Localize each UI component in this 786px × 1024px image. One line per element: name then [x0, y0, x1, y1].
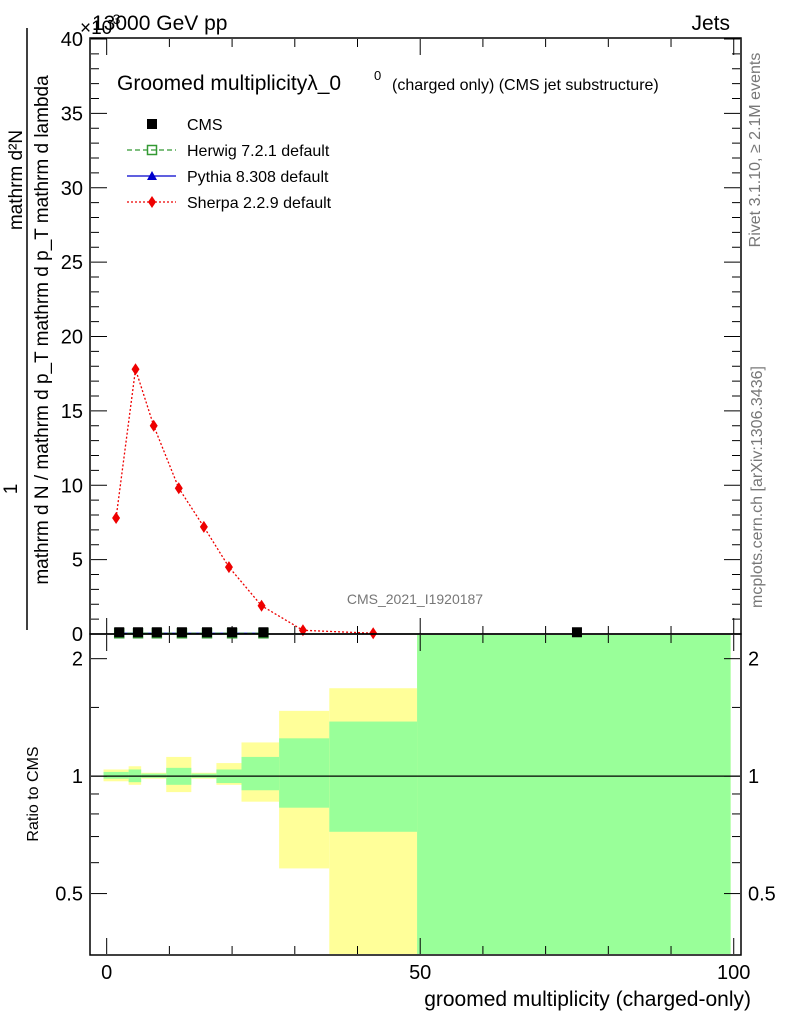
point-sherpa-2-2-9-default-3 [174, 482, 183, 495]
main-ytick-label-3: 15 [61, 401, 83, 423]
ylabel-numerator: mathrm d²N [6, 130, 27, 230]
main-ylabel: 1 mathrm d²N mathrm d N / mathrm d p_T m… [1, 28, 53, 630]
ratio-band-green-0 [103, 771, 129, 779]
point-sherpa-2-2-9-default-5 [224, 561, 233, 574]
main-ytick-label-0: 0 [72, 624, 83, 646]
ratio-ylabel: Ratio to CMS [25, 746, 42, 841]
main-axis-ticks: 0 5 10 15 20 25 30 35 40 [61, 29, 740, 646]
x-tick-label-0: 0 [101, 962, 112, 984]
point-cms-7 [571, 627, 582, 638]
main-ytick-label-5: 25 [61, 252, 83, 274]
category-label: Jets [691, 12, 730, 35]
legend-marker-herwig-7-2-1-default [146, 144, 158, 156]
x-tick-label-1: 50 [409, 962, 431, 984]
point-sherpa-2-2-9-default-0 [112, 511, 121, 524]
ratio-band-green-6 [241, 756, 280, 791]
ratio-frame [89, 633, 742, 956]
main-title: Groomed multiplicityλ_0 0 (charged only)… [117, 68, 659, 95]
point-sherpa-2-2-9-default-2 [149, 419, 158, 432]
ratio-ytick-label-right-0: 0.5 [748, 884, 776, 906]
legend-marker-sherpa-2-2-9-default [148, 196, 156, 208]
legend-label-pythia-8-308-default: Pythia 8.308 default [187, 169, 329, 186]
exponent-label: ×10 [80, 18, 112, 39]
ratio-axis-ticks: 0.5 0.5 1 1 2 2 0 50 100 [55, 635, 776, 984]
point-cms-3 [176, 627, 187, 638]
main-title-suffix: (charged only) (CMS jet substructure) [392, 77, 659, 94]
legend: CMS Herwig 7.2.1 default Pythia 8.308 defa… [127, 117, 332, 212]
point-cms-0 [114, 627, 125, 638]
ylabel-prefix: 1 [1, 484, 22, 495]
main-ytick-label-1: 5 [72, 550, 83, 572]
main-plot-area [90, 38, 741, 634]
point-cms-1 [133, 627, 144, 638]
point-cms-4 [202, 627, 213, 638]
main-ytick-label-7: 35 [61, 103, 83, 125]
legend-marker-cms [147, 119, 157, 129]
point-cms-5 [227, 627, 238, 638]
series-line-sherpa-2-2-9-default [115, 369, 374, 634]
main-title-superscript: 0 [374, 68, 381, 83]
legend-label-herwig-7-2-1-default: Herwig 7.2.1 default [187, 143, 330, 160]
ratio-band-green-7 [279, 738, 330, 808]
ratio-band-green-9 [417, 635, 731, 954]
ratio-ytick-label-left-0: 0.5 [55, 884, 83, 906]
mcplots-label: mcplots.cern.ch [arXiv:1306.3436] [749, 366, 766, 608]
x-axis-label: groomed multiplicity (charged-only) [424, 988, 751, 1011]
point-sherpa-2-2-9-default-1 [131, 363, 140, 376]
main-ytick-label-4: 20 [61, 327, 83, 349]
main-ytick-label-8: 40 [61, 29, 83, 51]
main-title-text: Groomed multiplicityλ_0 [117, 72, 341, 95]
rivet-label: Rivet 3.1.10, ≥ 2.1M events [747, 53, 764, 248]
point-sherpa-2-2-9-default-4 [199, 520, 208, 533]
point-sherpa-2-2-9-default-6 [257, 599, 266, 612]
ratio-ytick-label-left-1: 1 [72, 766, 83, 788]
ratio-bands [103, 635, 731, 954]
legend-label-cms: CMS [187, 117, 223, 134]
legend-label-sherpa-2-2-9-default: Sherpa 2.2.9 default [187, 195, 332, 212]
exponent-power: -3 [108, 11, 121, 27]
ratio-ytick-label-left-2: 2 [72, 649, 83, 671]
main-ytick-label-2: 10 [61, 475, 83, 497]
process-label: 13000 GeV pp [92, 12, 227, 35]
legend-marker-pythia-8-308-default [147, 171, 157, 180]
point-cms-2 [151, 627, 162, 638]
analysis-watermark: CMS_2021_I1920187 [347, 591, 483, 607]
point-cms-6 [258, 627, 269, 638]
ratio-ytick-label-right-1: 1 [748, 766, 759, 788]
x-tick-label-2: 100 [717, 962, 750, 984]
main-ytick-label-6: 30 [61, 178, 83, 200]
ratio-ytick-label-right-2: 2 [748, 649, 759, 671]
ylabel-denominator: mathrm d N / mathrm d p_T mathrm d p_T m… [32, 75, 53, 585]
